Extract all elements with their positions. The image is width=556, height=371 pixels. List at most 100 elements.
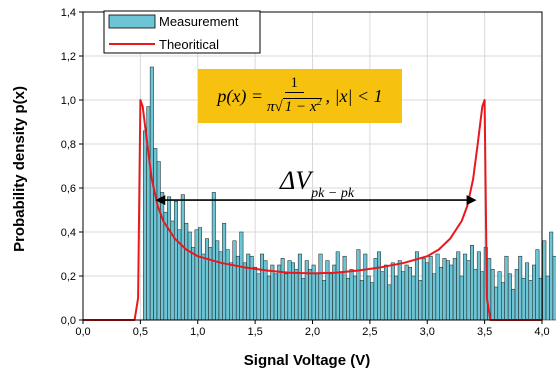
histogram-bar	[470, 244, 474, 321]
histogram-bar	[239, 231, 244, 321]
histogram-bar	[280, 258, 285, 321]
histogram-bar	[273, 273, 278, 321]
histogram-bar	[156, 161, 161, 321]
histogram-bar	[535, 249, 540, 321]
x-tick-label: 2,0	[305, 326, 320, 338]
histogram-bar	[346, 277, 351, 321]
histogram-bar	[504, 255, 509, 321]
histogram-bar	[414, 251, 419, 321]
histogram-bar	[397, 260, 402, 321]
measurement-histogram	[142, 66, 556, 321]
histogram-bar	[180, 194, 185, 321]
legend: Measurement Theoritical	[103, 10, 261, 54]
x-axis-title: Signal Voltage (V)	[244, 352, 370, 369]
formula-denominator: π√ 1 − x2	[267, 97, 322, 115]
arrow-head-right	[466, 195, 477, 206]
histogram-bar	[501, 282, 505, 321]
histogram-bar	[339, 271, 344, 321]
histogram-bar	[142, 130, 147, 321]
x-axis-ticks: 0,0 0,5 1,0 1,5 2,0 2,5 3,0 3,5 4,0	[75, 320, 550, 338]
histogram-bar	[432, 273, 437, 321]
formula-exponent: 2	[316, 97, 322, 108]
histogram-bar	[507, 273, 512, 321]
histogram-bar	[394, 275, 399, 321]
delta-v-subscript: pk − pk	[311, 186, 355, 202]
histogram-bar	[287, 260, 292, 321]
histogram-bar	[480, 271, 485, 321]
histogram-bar	[256, 273, 261, 321]
histogram-bar	[383, 264, 388, 321]
histogram-bar	[545, 275, 550, 321]
histogram-bar	[421, 258, 426, 321]
formula-condition: , |x| < 1	[325, 85, 383, 106]
histogram-bar	[514, 269, 519, 321]
histogram-bar	[232, 240, 237, 321]
histogram-bar	[528, 280, 533, 321]
legend-label-theoretical: Theoritical	[159, 37, 219, 52]
histogram-bar	[418, 280, 423, 321]
histogram-bar	[291, 262, 295, 321]
histogram-bar	[542, 240, 547, 321]
histogram-bar	[322, 280, 326, 321]
peak-to-peak-arrow	[155, 195, 477, 206]
histogram-bar	[318, 253, 323, 321]
y-tick-label: 0,0	[61, 315, 76, 327]
legend-swatch-measurement	[108, 14, 156, 29]
histogram-bar	[270, 264, 275, 321]
histogram-bar	[490, 269, 495, 321]
histogram-bar	[366, 275, 371, 321]
formula-pi: π	[267, 99, 275, 115]
histogram-bar	[531, 264, 536, 321]
x-tick-label: 4,0	[534, 326, 549, 338]
histogram-bar	[222, 222, 227, 321]
y-tick-label: 0,6	[61, 183, 76, 195]
histogram-bar	[473, 269, 478, 321]
histogram-bar	[387, 284, 392, 321]
histogram-bar	[356, 249, 361, 321]
formula-box: p(x) = 1 π√ 1 − x2 , |x| < 1	[198, 69, 402, 123]
histogram-bar	[325, 260, 330, 321]
theoretical-curve-group	[83, 99, 542, 321]
histogram-bar	[284, 273, 289, 321]
histogram-bar	[229, 262, 233, 321]
histogram-bar	[304, 260, 309, 321]
histogram-bar	[173, 200, 178, 321]
formula-fraction: 1 π√ 1 − x2	[267, 75, 322, 117]
histogram-bar	[184, 222, 189, 321]
histogram-bar	[335, 251, 340, 321]
histogram-bar	[163, 211, 168, 321]
histogram-bar	[308, 269, 313, 321]
histogram-bar	[211, 192, 216, 321]
histogram-bar	[342, 255, 347, 321]
histogram-bar	[363, 253, 368, 321]
histogram-bar	[411, 275, 416, 321]
histogram-bar	[497, 271, 502, 321]
histogram-bar	[525, 262, 530, 321]
histogram-bar	[242, 262, 247, 321]
histogram-bar	[294, 269, 299, 321]
histogram-bar	[428, 255, 433, 321]
histogram-bar	[253, 266, 258, 321]
histogram-bar	[390, 262, 395, 321]
y-axis-ticks: 0,0 0,2 0,4 0,6 0,8 1,0 1,2 1,4	[61, 7, 83, 327]
histogram-bar	[266, 275, 271, 321]
histogram-bar	[408, 266, 413, 321]
y-axis-title: Probability density p(x)	[11, 86, 28, 252]
histogram-bar	[452, 258, 457, 321]
histogram-bar	[208, 247, 213, 321]
theoretical-curve	[83, 99, 542, 321]
arrow-head-left	[155, 195, 166, 206]
histogram-bar	[201, 253, 206, 321]
histogram-bar	[401, 271, 406, 321]
y-tick-label: 0,8	[61, 139, 76, 151]
histogram-bar	[511, 288, 516, 321]
histogram-bar	[215, 240, 220, 321]
histogram-bar	[404, 264, 409, 321]
histogram-bar	[445, 260, 450, 321]
x-tick-label: 0,5	[133, 326, 148, 338]
histogram-bar	[552, 255, 556, 321]
legend-label-measurement: Measurement	[159, 14, 239, 29]
histogram-bar	[260, 253, 264, 321]
histogram-bar	[466, 260, 471, 321]
